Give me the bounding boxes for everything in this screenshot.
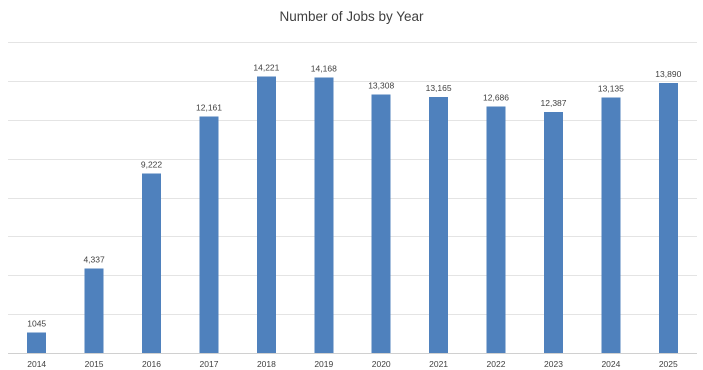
- x-tick-label-2018: 2018: [257, 359, 276, 369]
- bar-2017: [199, 116, 219, 353]
- bar-2018: [256, 76, 276, 353]
- x-tick-label-2023: 2023: [544, 359, 563, 369]
- gridlines: [8, 42, 697, 354]
- data-label-2017: 12,161: [196, 103, 222, 113]
- x-tick-label-2017: 2017: [200, 359, 219, 369]
- bar-2019: [314, 77, 334, 353]
- data-label-2020: 13,308: [368, 80, 394, 90]
- bar-2025: [658, 83, 678, 353]
- data-label-2015: 4,337: [83, 255, 105, 265]
- data-label-2014: 1045: [27, 319, 46, 329]
- data-label-2023: 12,387: [541, 98, 567, 108]
- data-label-2016: 9,222: [141, 160, 163, 170]
- bars: [27, 76, 678, 354]
- bar-2024: [601, 97, 621, 353]
- bar-2014: [27, 332, 47, 353]
- chart-title: Number of Jobs by Year: [279, 9, 424, 24]
- data-label-2021: 13,165: [426, 83, 452, 93]
- x-tick-label-2020: 2020: [372, 359, 391, 369]
- x-tick-label-2016: 2016: [142, 359, 161, 369]
- data-label-2025: 13,890: [655, 69, 681, 79]
- data-label-2019: 14,168: [311, 64, 337, 74]
- bar-2015: [84, 268, 104, 353]
- x-tick-label-2022: 2022: [487, 359, 506, 369]
- data-labels: 1045 4,337 9,222 12,161 14,221 14,168 13,308 13…: [27, 63, 681, 329]
- bar-2020: [371, 94, 391, 354]
- bar-2023: [544, 112, 563, 353]
- x-tick-label-2019: 2019: [314, 359, 333, 369]
- x-tick-label-2015: 2015: [85, 359, 104, 369]
- x-axis-tick-labels: 2014 2015 2016 2017 2018 2019 2020 2021 2022 2023…: [27, 359, 678, 369]
- data-label-2022: 12,686: [483, 92, 509, 102]
- data-label-2018: 14,221: [253, 63, 279, 73]
- x-tick-label-2014: 2014: [27, 359, 46, 369]
- bar-2021: [429, 97, 449, 353]
- x-tick-label-2024: 2024: [601, 359, 620, 369]
- x-tick-label-2025: 2025: [659, 359, 678, 369]
- x-tick-label-2021: 2021: [429, 359, 448, 369]
- bar-2022: [486, 106, 506, 354]
- bar-2016: [142, 173, 161, 353]
- data-label-2024: 13,135: [598, 84, 624, 94]
